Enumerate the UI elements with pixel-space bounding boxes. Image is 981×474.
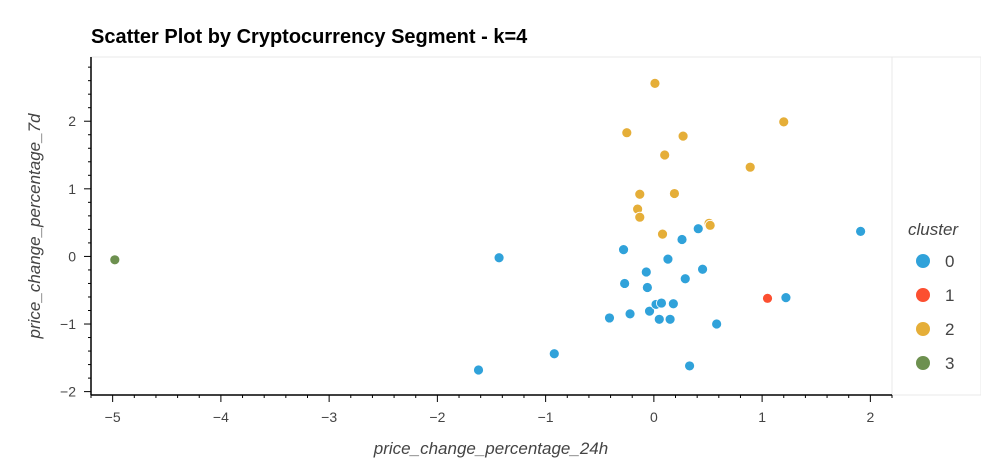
data-point-cluster-0 <box>711 318 723 330</box>
data-point-cluster-0 <box>676 234 688 245</box>
legend-label-cluster-1: 1 <box>945 286 954 305</box>
data-point-cluster-2 <box>621 127 633 139</box>
y-tick-label: 1 <box>68 181 76 197</box>
x-tick-label: −1 <box>538 409 554 425</box>
data-point-cluster-0 <box>667 298 679 310</box>
x-tick-label: −5 <box>105 409 121 425</box>
x-tick-label: 1 <box>758 409 766 425</box>
legend-swatch-cluster-3 <box>916 356 930 370</box>
data-point-cluster-2 <box>677 130 689 142</box>
data-point-cluster-0 <box>662 253 674 265</box>
data-point-cluster-2 <box>704 219 716 231</box>
data-point-cluster-0 <box>692 223 704 235</box>
data-point-cluster-3 <box>109 254 121 266</box>
legend-label-cluster-2: 2 <box>945 320 954 339</box>
data-point-cluster-2 <box>634 211 646 223</box>
legend-swatch-cluster-0 <box>916 254 930 268</box>
legend-swatch-cluster-2 <box>916 322 930 336</box>
y-tick-label: −1 <box>60 316 76 332</box>
data-point-cluster-2 <box>659 149 671 161</box>
data-point-cluster-0 <box>640 266 652 278</box>
x-tick-label: 0 <box>650 409 658 425</box>
data-point-cluster-0 <box>604 312 615 324</box>
x-tick-label: −2 <box>429 409 445 425</box>
y-tick-label: 2 <box>68 113 76 129</box>
data-point-cluster-0 <box>493 252 505 264</box>
data-point-cluster-2 <box>634 188 646 200</box>
legend-label-cluster-3: 3 <box>945 354 954 373</box>
data-point-cluster-0 <box>644 305 655 317</box>
axes: −5 −4 −3 −2 −1 0 1 2 −2 −1 0 1 2 <box>60 57 893 425</box>
x-tick-label: −3 <box>321 409 337 425</box>
data-point-cluster-1 <box>762 292 773 304</box>
y-axis-label: price_change_percentage_7d <box>25 113 44 340</box>
data-point-cluster-0 <box>653 313 665 325</box>
data-point-cluster-0 <box>619 278 631 289</box>
data-point-cluster-0 <box>697 263 708 275</box>
data-point-cluster-0 <box>473 364 484 376</box>
legend-title: cluster <box>908 220 959 239</box>
data-point-cluster-0 <box>624 308 636 320</box>
data-point-cluster-2 <box>744 161 756 173</box>
x-tick-label: 2 <box>866 409 874 425</box>
data-point-cluster-0 <box>679 273 691 285</box>
data-point-cluster-0 <box>548 348 560 360</box>
data-point-cluster-0 <box>641 282 653 293</box>
legend-background <box>891 56 981 396</box>
data-point-cluster-0 <box>664 313 676 325</box>
points-layer <box>109 77 867 376</box>
data-point-cluster-2 <box>778 116 790 128</box>
chart-title: Scatter Plot by Cryptocurrency Segment -… <box>91 26 528 48</box>
legend-swatch-cluster-1 <box>916 288 930 302</box>
data-point-cluster-0 <box>855 226 867 237</box>
y-tick-label: −2 <box>60 384 76 400</box>
legend: 0 1 2 3 <box>916 252 954 373</box>
data-point-cluster-0 <box>684 360 695 372</box>
data-point-cluster-2 <box>649 77 661 89</box>
y-tick-label: 0 <box>68 248 76 264</box>
data-point-cluster-0 <box>780 292 792 304</box>
data-point-cluster-2 <box>669 188 680 199</box>
data-point-cluster-0 <box>618 244 629 256</box>
data-point-cluster-0 <box>656 297 667 309</box>
plot-area <box>90 56 893 396</box>
legend-label-cluster-0: 0 <box>945 252 954 271</box>
x-axis-label: price_change_percentage_24h <box>373 439 608 458</box>
x-tick-label: −4 <box>213 409 229 425</box>
data-point-cluster-2 <box>657 228 668 240</box>
